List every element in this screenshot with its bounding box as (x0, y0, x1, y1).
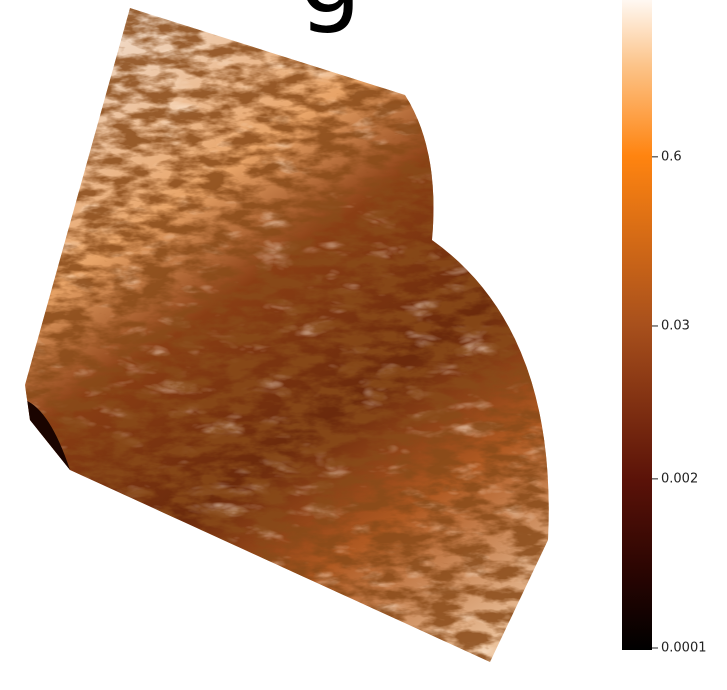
colorbar (622, 0, 652, 650)
tick-label: 0.0001 (661, 641, 707, 656)
tick-label: 0.03 (661, 318, 690, 333)
simulation-render (25, 8, 549, 662)
tick-label: 0.6 (661, 149, 682, 164)
chart-title: g (298, 0, 361, 36)
tick-label: 0.002 (661, 471, 698, 486)
